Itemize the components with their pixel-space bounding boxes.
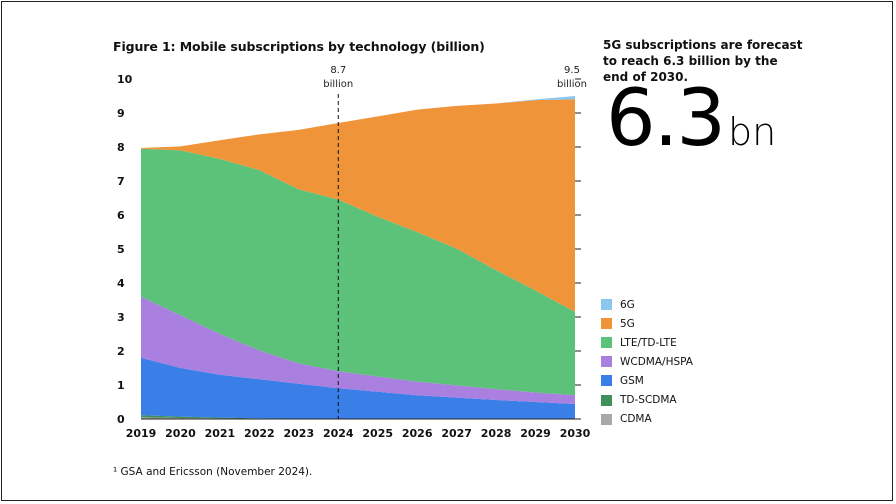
area-5g — [141, 99, 575, 312]
legend-label: GSM — [620, 374, 644, 387]
legend-swatch — [601, 299, 612, 311]
chart-legend: 6G 5G LTE/TD-LTE WCDMA/HSPA GSM TD-SCDMA CDMA — [601, 295, 693, 429]
annotation-value: 8.7 — [330, 65, 346, 76]
annotation-unit: billion — [557, 79, 587, 90]
y-tick-label: 3 — [117, 311, 125, 324]
y-tick-label: 6 — [117, 209, 125, 222]
x-tick-label: 2019 — [126, 427, 157, 440]
legend-swatch — [601, 318, 612, 330]
y-tick-label: 8 — [117, 141, 125, 154]
side-heading: 5G subscriptions are forecast to reach 6… — [603, 38, 803, 84]
big-number-unit: bn — [728, 110, 777, 154]
x-tick-label: 2021 — [205, 427, 236, 440]
big-number-value: 6.3 — [606, 74, 726, 164]
y-tick-label: 1 — [117, 379, 125, 392]
area-gsm — [141, 357, 575, 419]
legend-item: CDMA — [601, 410, 693, 429]
legend-swatch — [601, 413, 612, 425]
legend-item: GSM — [601, 371, 693, 390]
legend-swatch — [601, 375, 612, 387]
x-tick-label: 2024 — [323, 427, 354, 440]
y-tick-label: 10 — [117, 73, 133, 86]
legend-swatch — [601, 394, 612, 406]
legend-label: WCDMA/HSPA — [620, 355, 693, 368]
x-tick-label: 2020 — [165, 427, 196, 440]
big-number: 6.3 bn — [606, 74, 776, 164]
legend-item: TD-SCDMA — [601, 390, 693, 409]
legend-swatch — [601, 337, 612, 349]
x-tick-label: 2027 — [441, 427, 472, 440]
area-wcdma-hspa — [141, 296, 575, 405]
y-tick-label: 7 — [117, 175, 125, 188]
legend-item: 5G — [601, 314, 693, 333]
area-lte-td-lte — [141, 148, 575, 396]
legend-label: LTE/TD-LTE — [620, 336, 677, 349]
chart-areas — [141, 96, 575, 419]
chart-axes: 0 1 2 3 4 5 6 7 8 9 10 2019 2020 2021 2022 2023 2024 2025… — [117, 73, 591, 440]
y-tick-label: 9 — [117, 107, 125, 120]
legend-item: LTE/TD-LTE — [601, 333, 693, 352]
legend-swatch — [601, 356, 612, 368]
annotation-unit: billion — [323, 79, 353, 90]
x-tick-label: 2026 — [402, 427, 433, 440]
legend-label: TD-SCDMA — [620, 394, 677, 407]
y-tick-label: 2 — [117, 345, 125, 358]
figure-title: Figure 1: Mobile subscriptions by techno… — [113, 39, 485, 54]
legend-item: 6G — [601, 295, 693, 314]
legend-label: CDMA — [620, 413, 652, 426]
x-tick-label: 2030 — [560, 427, 591, 440]
x-tick-label: 2028 — [481, 427, 512, 440]
x-tick-label: 2025 — [362, 427, 393, 440]
legend-label: 5G — [620, 317, 635, 330]
x-tick-label: 2022 — [244, 427, 275, 440]
y-tick-label: 5 — [117, 243, 125, 256]
x-tick-label: 2029 — [520, 427, 551, 440]
footnote: ¹ GSA and Ericsson (November 2024). — [113, 466, 313, 478]
y-tick-label: 0 — [117, 413, 125, 426]
chart-annotations: 8.7 billion 9.5 billion — [323, 65, 587, 419]
x-tick-label: 2023 — [284, 427, 315, 440]
legend-item: WCDMA/HSPA — [601, 352, 693, 371]
legend-label: 6G — [620, 298, 635, 311]
annotation-value: 9.5 — [564, 65, 580, 76]
y-tick-label: 4 — [117, 277, 125, 290]
